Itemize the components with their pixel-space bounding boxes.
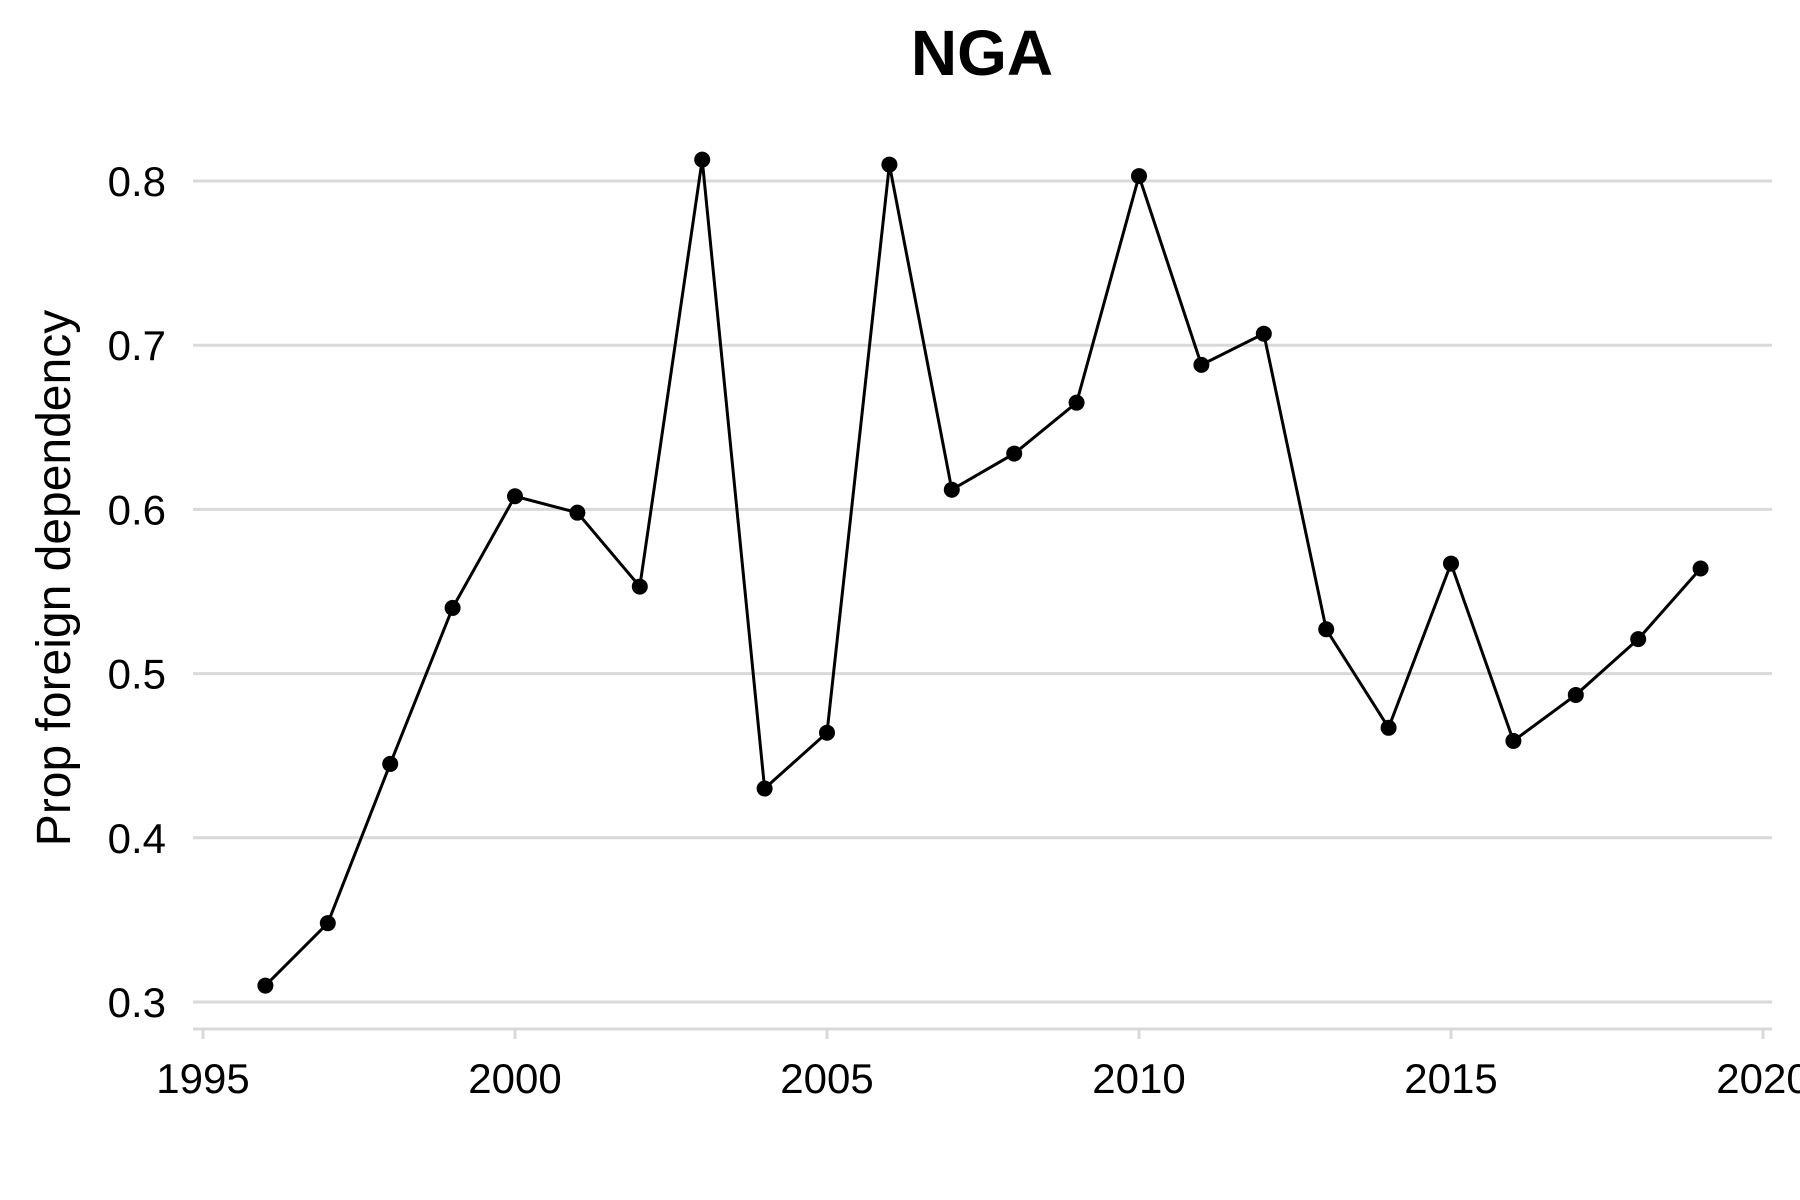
data-series bbox=[257, 151, 1709, 994]
series-line bbox=[264, 159, 1702, 987]
data-point bbox=[444, 599, 461, 616]
data-point bbox=[319, 915, 336, 932]
data-point bbox=[1380, 719, 1397, 736]
y-tick-label: 0.5 bbox=[108, 651, 166, 698]
data-point bbox=[1630, 631, 1647, 648]
data-point bbox=[1131, 168, 1147, 185]
data-point bbox=[1193, 356, 1210, 373]
y-tick-label: 0.3 bbox=[108, 979, 166, 1026]
data-point bbox=[507, 488, 523, 505]
data-point bbox=[756, 780, 773, 797]
y-tick-label: 0.6 bbox=[108, 486, 166, 533]
data-point bbox=[819, 724, 835, 741]
data-point bbox=[1068, 394, 1085, 411]
x-tick-label: 1995 bbox=[156, 1055, 249, 1102]
data-point bbox=[1255, 325, 1272, 342]
y-axis-label: Prop foreign dependency bbox=[28, 310, 81, 846]
x-axis-ticks: 1995 2000 2005 2010 2015 2020 bbox=[156, 1029, 1800, 1102]
data-point bbox=[1505, 732, 1522, 749]
data-point bbox=[569, 504, 586, 521]
y-tick-label: 0.8 bbox=[108, 158, 166, 205]
data-point bbox=[1006, 445, 1023, 462]
data-point bbox=[1692, 560, 1709, 577]
y-axis-ticks: 0.3 0.4 0.5 0.6 0.7 0.8 bbox=[108, 158, 166, 1026]
data-point bbox=[1567, 686, 1584, 703]
data-point bbox=[382, 755, 399, 772]
x-tick-label: 2015 bbox=[1404, 1055, 1497, 1102]
data-point bbox=[257, 977, 274, 994]
data-point bbox=[631, 578, 648, 595]
x-tick-label: 2000 bbox=[468, 1055, 561, 1102]
gridlines bbox=[193, 179, 1772, 1004]
x-tick-label: 2005 bbox=[780, 1055, 873, 1102]
x-tick-label: 2020 bbox=[1716, 1055, 1800, 1102]
data-point bbox=[1318, 621, 1335, 638]
chart-title: NGA bbox=[911, 17, 1053, 89]
data-point bbox=[694, 151, 711, 168]
data-point bbox=[943, 481, 960, 498]
y-tick-label: 0.4 bbox=[108, 815, 166, 862]
x-tick-label: 2010 bbox=[1092, 1055, 1185, 1102]
data-point bbox=[1443, 555, 1459, 572]
y-tick-label: 0.7 bbox=[108, 322, 166, 369]
data-point bbox=[881, 156, 898, 173]
